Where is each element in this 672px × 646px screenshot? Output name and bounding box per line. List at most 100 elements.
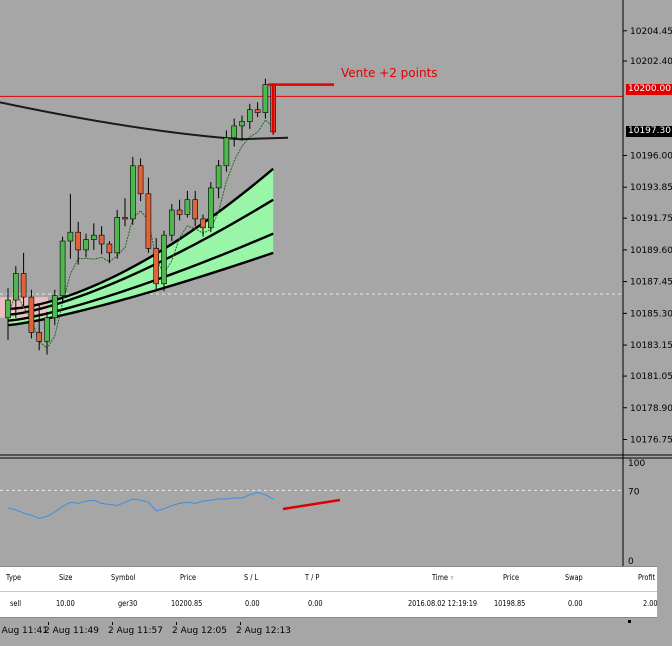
candle-body — [83, 239, 89, 251]
candle-body — [231, 125, 237, 139]
candle — [122, 198, 128, 227]
col-symbol[interactable]: Symbol — [111, 573, 136, 582]
candle-body — [114, 217, 120, 254]
candle — [153, 238, 159, 290]
cell-tp: 0.00 — [308, 599, 323, 608]
candle — [239, 115, 245, 141]
time-tick — [48, 622, 49, 625]
candle-body — [254, 109, 261, 113]
candle — [44, 311, 50, 355]
price-tick-label: 10176.75 — [630, 436, 672, 446]
time-tick-label: 2 Aug 11:41 — [0, 626, 48, 636]
candle-body — [247, 109, 253, 122]
candle — [215, 159, 222, 199]
cell-symbol: ger30 — [118, 599, 138, 608]
candle — [83, 233, 89, 258]
time-tick-label: 2 Aug 12:13 — [236, 626, 291, 636]
candle-body — [169, 209, 175, 236]
candle — [145, 177, 152, 253]
col-tp[interactable]: T / P — [305, 573, 320, 582]
col-swap[interactable]: Swap — [565, 573, 583, 582]
candle-body — [36, 332, 43, 342]
candle-body — [223, 137, 230, 167]
cell-type: sell — [10, 599, 22, 608]
candle-body — [67, 231, 74, 242]
candle-body — [122, 217, 128, 220]
col-size[interactable]: Size — [59, 573, 73, 582]
candle — [176, 199, 183, 221]
price-tick-label: 10189.60 — [630, 246, 672, 256]
candle-body — [215, 165, 222, 189]
candle-body — [239, 121, 245, 127]
time-axis: 2 Aug 11:412 Aug 11:49 2 Aug 11:57 2 Aug 1… — [0, 622, 620, 642]
price-tick-label: 10178.90 — [630, 404, 672, 414]
candle-body — [130, 165, 136, 220]
candle — [200, 214, 206, 237]
current-price-badge: 10200.00 — [626, 84, 672, 95]
slow-ma-line — [0, 101, 289, 141]
col-profit[interactable]: Profit — [638, 573, 656, 582]
cell-sl: 0.00 — [245, 599, 260, 608]
candle-body — [59, 240, 66, 296]
trade-table[interactable]: Type Size Symbol Price S / L T / P Time ▿… — [0, 566, 658, 618]
bid-price-badge: 10197.30 — [626, 126, 672, 137]
candle — [91, 223, 97, 250]
candle — [114, 210, 120, 259]
candle — [231, 118, 237, 147]
col-price-current[interactable]: Price — [503, 573, 520, 582]
price-tick-label: 10193.85 — [630, 183, 672, 193]
candle — [169, 204, 175, 242]
time-tick-label: 2 Aug 12:05 — [172, 626, 227, 636]
col-type[interactable]: Type — [6, 573, 22, 582]
candle-body — [98, 234, 105, 245]
candle-body — [5, 299, 11, 319]
candle — [28, 289, 35, 339]
candle-body — [28, 296, 35, 333]
candle — [223, 130, 230, 172]
candle-body — [44, 317, 50, 342]
col-time[interactable]: Time ▿ — [432, 573, 453, 582]
price-tick-label: 10185.30 — [630, 309, 672, 319]
price-tick-label: 10191.75 — [630, 214, 672, 224]
candle-body — [145, 193, 152, 249]
price-axis: 10204.45 10202.40 10196.00 10193.85 10191.75… — [0, 0, 672, 566]
candle — [192, 190, 198, 227]
chart-area[interactable]: 10204.45 10202.40 10196.00 10193.85 10191.75… — [0, 0, 672, 566]
time-tick — [112, 622, 113, 625]
candle — [67, 193, 74, 259]
indicator-trend-line — [282, 498, 341, 511]
col-price[interactable]: Price — [180, 573, 197, 582]
indicator-tick-label: 0 — [628, 557, 634, 566]
col-sl[interactable]: S / L — [244, 573, 259, 582]
price-tick-label: 10181.05 — [630, 372, 672, 382]
price-pane — [0, 78, 623, 355]
fast-ma-line — [7, 119, 274, 350]
table-row[interactable]: sell 10.00 ger30 10200.85 0.00 0.00 2016… — [0, 595, 658, 615]
candle-body — [200, 218, 206, 229]
candle — [247, 103, 253, 129]
candle — [36, 304, 43, 351]
cell-price: 10200.85 — [171, 599, 203, 608]
sort-icon: ▿ — [450, 574, 454, 582]
price-tick-label: 10183.15 — [630, 341, 672, 351]
cell-time: 2016.08.02 12:19:19 — [408, 599, 478, 608]
cell-price-current: 10198.85 — [494, 599, 526, 608]
time-tick — [240, 622, 241, 625]
candle — [254, 102, 261, 118]
scroll-end-marker — [628, 620, 631, 623]
candle — [20, 252, 27, 306]
candle-body — [153, 248, 159, 285]
candle-body — [208, 187, 214, 229]
candle-body — [262, 84, 269, 113]
time-tick — [176, 622, 177, 625]
cell-swap: 0.00 — [568, 599, 583, 608]
candle — [262, 78, 269, 119]
time-tick-label: 2 Aug 11:57 — [108, 626, 163, 636]
candle-body — [75, 231, 81, 251]
table-separator — [0, 591, 657, 592]
cell-size: 10.00 — [56, 599, 75, 608]
indicator-pane — [0, 489, 623, 520]
candle-body — [91, 234, 97, 240]
col-time-label: Time — [432, 573, 449, 582]
trade-annotation: Vente +2 points — [341, 66, 438, 80]
